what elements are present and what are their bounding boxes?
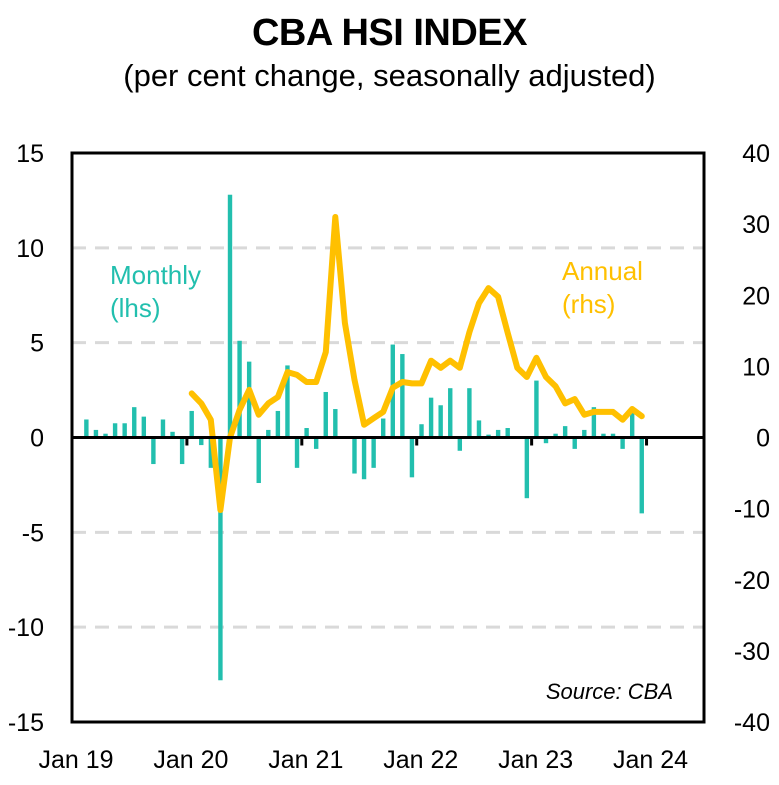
monthly-bar bbox=[400, 354, 405, 438]
monthly-annotation-line1: Monthly bbox=[110, 260, 201, 290]
right-tick-label: -40 bbox=[734, 709, 770, 737]
annual-annotation-line2: (rhs) bbox=[562, 289, 615, 319]
monthly-annotation-line2: (lhs) bbox=[110, 293, 161, 323]
left-tick-label: -5 bbox=[22, 519, 44, 547]
monthly-bar bbox=[333, 409, 338, 438]
x-tick-label: Jan 23 bbox=[498, 746, 573, 774]
monthly-bar bbox=[199, 437, 204, 446]
right-tick-label: -20 bbox=[734, 567, 770, 595]
monthly-bar bbox=[170, 431, 175, 438]
monthly-bar bbox=[620, 437, 625, 449]
chart-title: CBA HSI INDEX bbox=[251, 12, 528, 54]
monthly-bar bbox=[572, 437, 577, 449]
monthly-bar bbox=[476, 420, 482, 438]
monthly-bar bbox=[189, 410, 194, 438]
left-tick-label: 5 bbox=[30, 330, 44, 358]
monthly-bar bbox=[285, 365, 290, 438]
monthly-bar bbox=[419, 424, 424, 438]
monthly-bar bbox=[553, 433, 558, 438]
monthly-bar bbox=[505, 428, 510, 438]
x-tick-label: Jan 22 bbox=[383, 746, 458, 774]
left-tick-label: 0 bbox=[30, 425, 44, 453]
monthly-bar bbox=[266, 429, 271, 438]
monthly-bar bbox=[237, 340, 242, 438]
right-tick-label: 30 bbox=[742, 211, 770, 239]
tick-labels: 15 10 5 0 -5 -10 -15 40 30 20 10 0 -10 -20 -30 -40 Jan 1… bbox=[8, 140, 770, 774]
monthly-bar bbox=[160, 419, 166, 438]
monthly-bar bbox=[601, 433, 606, 438]
monthly-bar bbox=[246, 361, 252, 438]
left-tick-label: -15 bbox=[8, 709, 44, 737]
left-tick-label: 15 bbox=[16, 140, 44, 168]
right-tick-label: -30 bbox=[734, 638, 770, 666]
monthly-bar bbox=[294, 437, 300, 468]
right-tick-label: 40 bbox=[742, 140, 770, 168]
monthly-bar bbox=[275, 410, 281, 438]
source-note: Source: CBA bbox=[546, 679, 673, 704]
monthly-bar bbox=[122, 423, 127, 438]
x-tick-label: Jan 20 bbox=[153, 746, 228, 774]
monthly-bar bbox=[103, 433, 108, 438]
left-tick-label: 10 bbox=[16, 235, 44, 263]
monthly-bar bbox=[629, 407, 635, 438]
right-tick-label: 0 bbox=[756, 425, 770, 453]
monthly-bar bbox=[304, 428, 309, 438]
monthly-bar bbox=[313, 437, 319, 449]
monthly-bar bbox=[457, 437, 463, 451]
monthly-bar bbox=[448, 388, 453, 438]
monthly-bar bbox=[371, 437, 376, 468]
chart-subtitle: (per cent change, seasonally adjusted) bbox=[123, 58, 656, 93]
monthly-bar bbox=[151, 437, 156, 465]
right-tick-label: 10 bbox=[742, 353, 770, 381]
monthly-bar bbox=[132, 407, 137, 438]
monthly-bar bbox=[352, 437, 357, 474]
monthly-bar bbox=[495, 429, 501, 438]
monthly-bar bbox=[112, 423, 118, 438]
monthly-bar bbox=[323, 391, 328, 438]
monthly-bar bbox=[543, 437, 549, 444]
monthly-bar bbox=[218, 437, 223, 681]
monthly-bar bbox=[141, 416, 147, 438]
monthly-bar bbox=[524, 437, 530, 499]
monthly-bar bbox=[610, 433, 616, 438]
monthly-bar bbox=[467, 388, 472, 438]
monthly-bar bbox=[562, 426, 568, 438]
gridlines bbox=[72, 246, 704, 629]
monthly-bar bbox=[409, 437, 415, 478]
annual-line-group bbox=[188, 214, 645, 513]
axes bbox=[70, 151, 706, 724]
monthly-bar bbox=[208, 437, 214, 468]
monthly-bar bbox=[93, 429, 99, 438]
right-tick-label: -10 bbox=[734, 496, 770, 524]
monthly-bar bbox=[256, 437, 261, 484]
annual-line bbox=[188, 214, 645, 513]
monthly-bar bbox=[361, 437, 367, 480]
left-tick-label: -10 bbox=[8, 614, 44, 642]
monthly-bar bbox=[84, 419, 89, 438]
annual-annotation-line1: Annual bbox=[562, 256, 643, 286]
right-tick-label: 20 bbox=[742, 282, 770, 310]
monthly-bar bbox=[639, 437, 644, 514]
monthly-bar bbox=[428, 397, 434, 438]
x-tick-label: Jan 19 bbox=[38, 746, 113, 774]
x-tick-label: Jan 21 bbox=[268, 746, 343, 774]
x-tick-label: Jan 24 bbox=[613, 746, 688, 774]
monthly-bar bbox=[438, 405, 443, 438]
monthly-bar bbox=[582, 429, 587, 438]
monthly-bar bbox=[381, 418, 386, 438]
monthly-bar bbox=[179, 437, 185, 465]
monthly-bar bbox=[534, 380, 539, 438]
monthly-bar bbox=[227, 194, 233, 438]
monthly-bar bbox=[591, 407, 597, 438]
